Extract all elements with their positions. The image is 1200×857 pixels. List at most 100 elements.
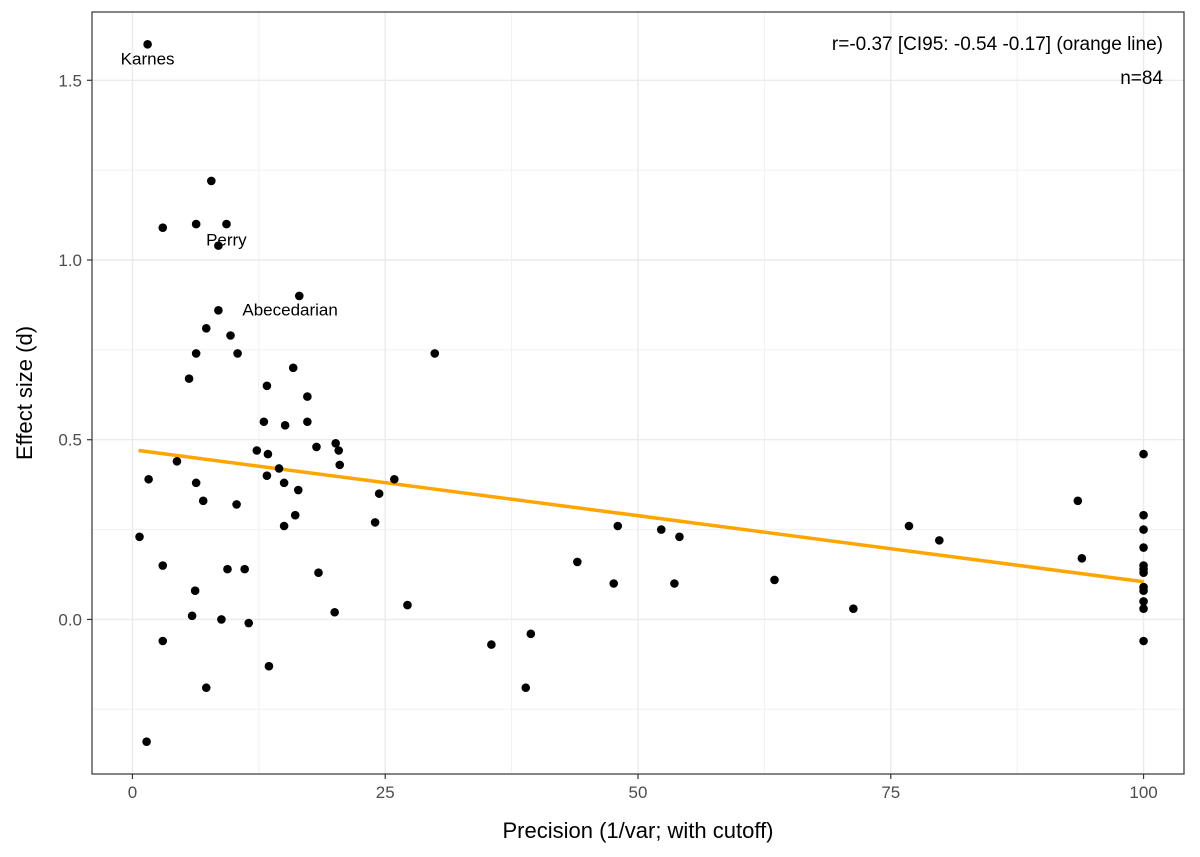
data-point xyxy=(403,600,412,610)
y-tick-label: 0.5 xyxy=(58,431,82,450)
data-point xyxy=(675,532,684,542)
regression-line-layer xyxy=(138,448,1144,584)
data-point xyxy=(334,446,344,455)
data-point xyxy=(294,291,304,301)
data-point xyxy=(214,241,223,250)
point-label: Perry xyxy=(206,231,247,250)
point-labels: Karnes Perry Abecedarian xyxy=(121,49,338,319)
data-point xyxy=(609,579,619,588)
data-point xyxy=(244,618,254,628)
y-axis: 0.0 0.5 1.0 1.5 xyxy=(58,71,92,629)
data-point xyxy=(264,661,274,671)
data-point xyxy=(279,521,289,531)
point-label: Karnes xyxy=(121,49,175,68)
data-point xyxy=(191,478,201,488)
data-point xyxy=(374,489,384,498)
data-point xyxy=(222,219,231,229)
data-point xyxy=(262,471,272,480)
data-point xyxy=(330,607,339,617)
data-point xyxy=(573,557,582,567)
x-axis: 0 25 50 75 100 xyxy=(128,774,1158,802)
data-point xyxy=(849,604,858,613)
data-point xyxy=(335,460,345,470)
major-gridlines xyxy=(92,12,1184,774)
x-tick-label: 25 xyxy=(376,783,395,802)
data-point xyxy=(770,575,779,585)
correlation-annotation: r=-0.37 [CI95: -0.54 -0.17] (orange line… xyxy=(832,34,1163,55)
data-point xyxy=(390,474,399,484)
data-point xyxy=(201,324,211,333)
data-point xyxy=(274,464,284,473)
data-point xyxy=(262,381,272,391)
data-point xyxy=(288,363,298,373)
data-point xyxy=(303,417,312,427)
data-point xyxy=(1139,636,1148,646)
data-point xyxy=(521,683,531,693)
data-point xyxy=(158,561,168,570)
data-point xyxy=(656,525,666,534)
data-point xyxy=(370,518,380,527)
data-points xyxy=(135,40,1148,746)
data-point xyxy=(1073,496,1083,506)
point-label: Abecedarian xyxy=(242,300,337,319)
data-point xyxy=(935,536,944,545)
data-point xyxy=(184,374,194,383)
data-point xyxy=(198,496,208,506)
x-tick-label: 75 xyxy=(881,783,900,802)
y-tick-label: 1.5 xyxy=(58,71,82,90)
data-point xyxy=(1139,510,1148,520)
sample-size-annotation: n=84 xyxy=(1120,68,1163,89)
y-axis-title: Effect size (d) xyxy=(12,326,37,460)
data-point xyxy=(279,478,289,488)
data-point xyxy=(1139,597,1148,606)
data-point xyxy=(613,521,623,531)
data-point xyxy=(191,219,201,229)
data-point xyxy=(142,737,151,746)
data-point xyxy=(526,629,536,639)
data-point xyxy=(293,485,303,495)
data-point xyxy=(312,442,321,452)
data-point xyxy=(252,446,262,455)
data-point xyxy=(1139,586,1148,595)
data-point xyxy=(232,500,241,509)
data-point xyxy=(1139,525,1148,534)
data-point xyxy=(172,456,182,466)
data-point xyxy=(144,474,153,484)
data-point xyxy=(904,521,914,531)
data-point xyxy=(1139,604,1148,613)
data-point xyxy=(135,532,144,542)
data-point xyxy=(158,223,168,232)
data-point xyxy=(226,331,235,340)
data-point xyxy=(1139,449,1148,459)
data-point xyxy=(1077,554,1087,563)
data-point xyxy=(1139,568,1148,578)
data-point xyxy=(214,306,223,315)
regression-line xyxy=(138,448,1144,584)
data-point xyxy=(207,176,216,186)
data-point xyxy=(233,349,242,358)
y-tick-label: 0.0 xyxy=(58,610,82,629)
data-point xyxy=(331,439,340,448)
x-tick-label: 100 xyxy=(1129,783,1157,802)
data-point xyxy=(240,564,249,574)
data-point xyxy=(191,349,201,358)
data-point xyxy=(280,421,290,430)
data-point xyxy=(201,683,211,693)
data-point xyxy=(190,586,200,595)
x-tick-label: 0 xyxy=(128,783,137,802)
data-point xyxy=(143,40,152,49)
data-point xyxy=(303,392,312,401)
data-point xyxy=(259,417,269,427)
data-point xyxy=(314,568,323,578)
data-point xyxy=(670,579,679,588)
x-axis-title: Precision (1/var; with cutoff) xyxy=(502,818,773,843)
data-point xyxy=(217,615,226,624)
x-tick-label: 50 xyxy=(629,783,648,802)
data-point xyxy=(290,510,300,520)
data-point xyxy=(487,640,496,649)
data-point xyxy=(187,611,197,621)
data-point xyxy=(1139,543,1148,552)
data-point xyxy=(158,636,168,646)
data-point xyxy=(430,349,440,358)
